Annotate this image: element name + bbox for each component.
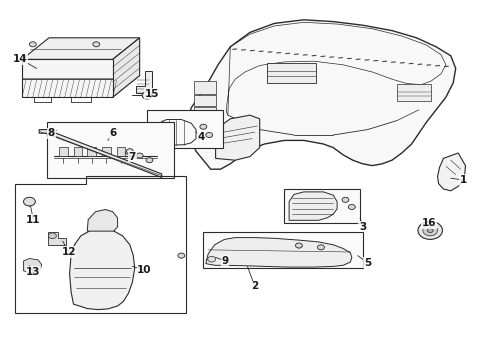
Circle shape bbox=[142, 92, 152, 99]
Text: 8: 8 bbox=[48, 128, 55, 138]
Circle shape bbox=[29, 42, 36, 47]
Text: 15: 15 bbox=[145, 89, 159, 99]
Text: 4: 4 bbox=[197, 132, 205, 142]
Text: 6: 6 bbox=[109, 128, 116, 138]
Bar bbox=[203, 232, 363, 268]
Polygon shape bbox=[113, 38, 140, 97]
Bar bbox=[194, 95, 216, 106]
Text: 12: 12 bbox=[61, 247, 76, 257]
Circle shape bbox=[342, 197, 349, 202]
Polygon shape bbox=[289, 192, 337, 220]
Bar bbox=[74, 147, 82, 156]
Circle shape bbox=[49, 233, 56, 239]
Polygon shape bbox=[216, 115, 260, 160]
Polygon shape bbox=[22, 38, 140, 59]
Circle shape bbox=[295, 243, 302, 248]
Circle shape bbox=[93, 42, 100, 47]
Bar bbox=[397, 84, 431, 101]
Text: 3: 3 bbox=[359, 222, 366, 232]
Bar bbox=[267, 63, 316, 83]
Polygon shape bbox=[136, 71, 152, 93]
Circle shape bbox=[126, 149, 133, 154]
Polygon shape bbox=[87, 210, 118, 231]
Polygon shape bbox=[24, 258, 42, 273]
Text: 1: 1 bbox=[460, 175, 466, 185]
Circle shape bbox=[208, 256, 216, 262]
Text: 16: 16 bbox=[422, 218, 437, 228]
Polygon shape bbox=[186, 20, 456, 169]
Polygon shape bbox=[39, 130, 162, 177]
Polygon shape bbox=[70, 229, 135, 310]
Polygon shape bbox=[206, 238, 352, 267]
Circle shape bbox=[206, 132, 213, 138]
Circle shape bbox=[427, 228, 433, 233]
Text: 13: 13 bbox=[26, 267, 41, 277]
Text: 5: 5 bbox=[364, 258, 371, 268]
Bar bbox=[22, 59, 113, 97]
Circle shape bbox=[178, 253, 185, 258]
Polygon shape bbox=[48, 232, 66, 245]
Circle shape bbox=[24, 197, 35, 206]
Text: 2: 2 bbox=[251, 281, 258, 291]
Ellipse shape bbox=[200, 99, 212, 105]
Bar bbox=[194, 119, 216, 129]
Bar bbox=[117, 147, 125, 156]
Circle shape bbox=[418, 221, 442, 239]
Bar bbox=[102, 147, 111, 156]
Bar bbox=[87, 147, 96, 156]
Polygon shape bbox=[438, 153, 465, 191]
Text: 10: 10 bbox=[137, 265, 152, 275]
Circle shape bbox=[318, 245, 324, 250]
Circle shape bbox=[200, 124, 207, 129]
Bar bbox=[147, 110, 223, 148]
Bar bbox=[59, 147, 68, 156]
Bar bbox=[284, 189, 360, 223]
Ellipse shape bbox=[200, 110, 212, 117]
Text: 14: 14 bbox=[13, 54, 28, 64]
Bar bbox=[194, 81, 216, 94]
Text: 9: 9 bbox=[222, 256, 229, 266]
Circle shape bbox=[146, 158, 153, 163]
Ellipse shape bbox=[200, 87, 212, 94]
Text: 7: 7 bbox=[128, 152, 136, 162]
Bar bbox=[194, 107, 216, 118]
Bar bbox=[47, 122, 174, 178]
Circle shape bbox=[136, 153, 143, 158]
Circle shape bbox=[423, 225, 438, 236]
Ellipse shape bbox=[89, 252, 107, 260]
Text: 11: 11 bbox=[26, 215, 41, 225]
Circle shape bbox=[348, 204, 355, 210]
Ellipse shape bbox=[91, 260, 105, 267]
